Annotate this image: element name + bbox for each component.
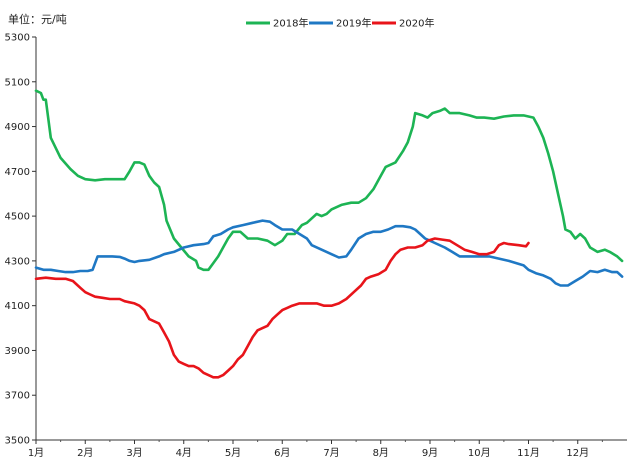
x-tick-label: 10月: [468, 447, 491, 459]
legend-item: 2018年: [246, 17, 308, 30]
y-tick-label: 3700: [5, 391, 30, 402]
legend-label: 2018年: [273, 17, 308, 30]
y-tick-label: 4700: [5, 167, 30, 178]
series-layer: [34, 89, 624, 379]
x-tick-label: 3月: [126, 447, 142, 459]
series-line-2019年: [34, 219, 624, 287]
legend-label: 2020年: [399, 17, 434, 30]
legend-item: 2019年: [309, 17, 371, 30]
legend-item: 2020年: [372, 17, 434, 30]
x-tick-label: 1月: [28, 447, 44, 459]
x-tick-label: 12月: [566, 447, 589, 459]
x-tick-label: 2月: [77, 447, 93, 459]
y-tick-label: 5100: [5, 77, 30, 88]
legend-label: 2019年: [336, 17, 371, 30]
x-tick-label: 7月: [323, 447, 339, 459]
unit-label: 单位：元/吨: [8, 12, 67, 26]
x-tick-label: 5月: [225, 447, 241, 459]
legend: 2018年 2019年 2020年: [246, 17, 434, 30]
series-line-2018年: [34, 89, 624, 272]
x-tick-label: 6月: [274, 447, 290, 459]
series-line-2020年: [34, 237, 530, 379]
y-tick-label: 3900: [5, 346, 30, 357]
y-tick-label: 4500: [5, 212, 30, 223]
x-tick-label: 4月: [176, 447, 192, 459]
y-tick-label: 4100: [5, 301, 30, 312]
y-tick-label: 3500: [5, 436, 30, 447]
y-tick-label: 5300: [5, 33, 30, 44]
y-tick-label: 4300: [5, 256, 30, 267]
y-tick-label: 4900: [5, 122, 30, 133]
x-tick-label: 11月: [517, 447, 540, 459]
x-tick-label: 8月: [373, 447, 389, 459]
axes: 3500 3700 3900 4100 4300 4500 4700 4900 5100 5300…: [5, 33, 627, 459]
x-tick-label: 9月: [422, 447, 438, 459]
